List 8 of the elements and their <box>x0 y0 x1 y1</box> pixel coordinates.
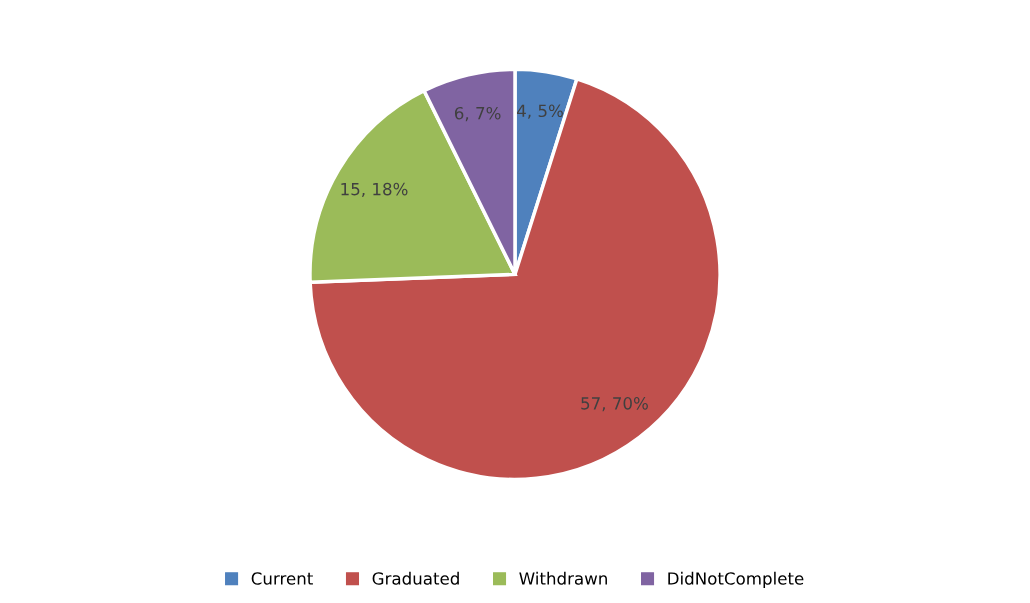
data-label: 6, 7% <box>454 106 501 122</box>
legend-label: Current <box>251 572 313 585</box>
data-label: 4, 5% <box>517 104 563 119</box>
legend-label: DidNotComplete <box>668 571 804 588</box>
legend-label: Graduated <box>372 571 459 585</box>
data-label: 57, 70% <box>581 397 648 412</box>
data-label: 15, 18% <box>341 182 408 198</box>
legend-label: Withdrawn <box>519 571 607 585</box>
